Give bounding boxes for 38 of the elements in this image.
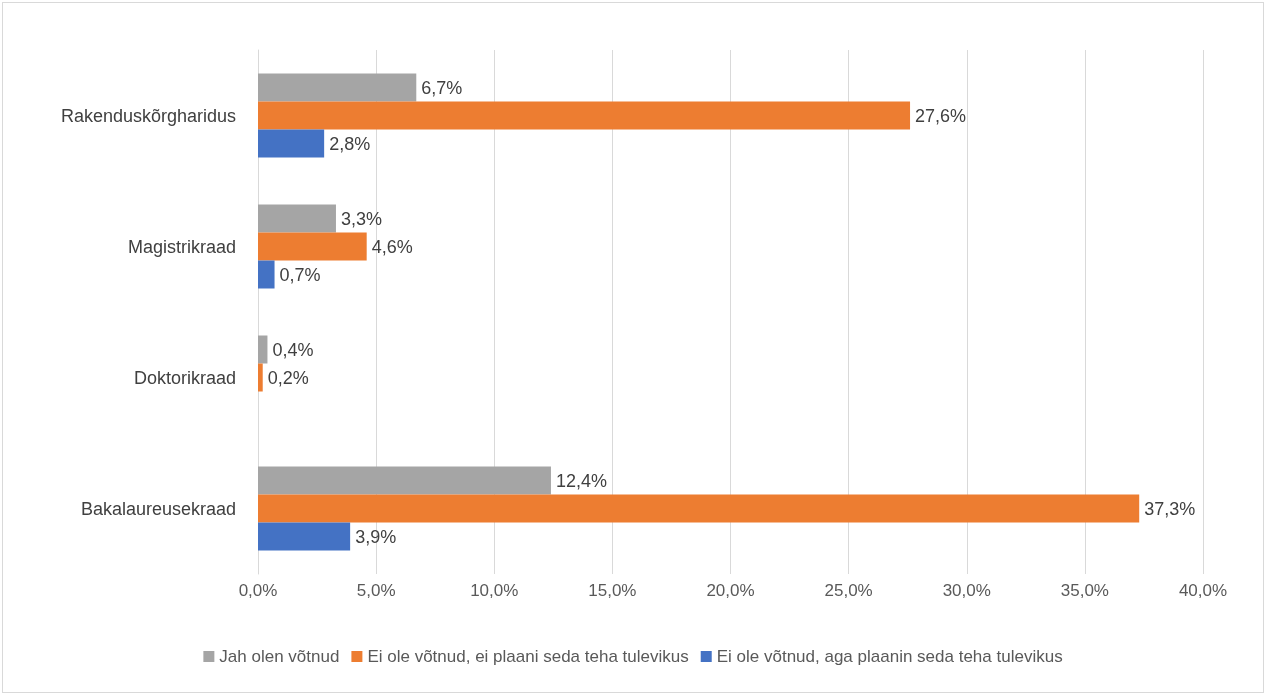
x-tick-label: 40,0% [1178, 581, 1228, 600]
data-label: 27,6% [915, 105, 967, 126]
bar [258, 363, 263, 392]
bar [258, 466, 551, 495]
x-tick-label: 5,0% [356, 581, 396, 600]
legend-label: Ei ole võtnud, ei plaani seda teha tulevikus [367, 647, 689, 666]
x-tick-label: 30,0% [942, 581, 991, 600]
x-tick-label: 10,0% [470, 581, 519, 600]
bar [258, 129, 325, 158]
bar [258, 494, 1140, 523]
data-label: 0,7% [279, 264, 321, 285]
x-tick-label: 0,0% [238, 581, 278, 600]
y-tick-label: Doktorikraad [133, 367, 236, 388]
legend-label: Jah olen võtnud [219, 647, 340, 666]
x-tick-label: 20,0% [706, 581, 755, 600]
bar [258, 204, 336, 233]
x-tick-label: 35,0% [1060, 581, 1109, 600]
data-label: 0,4% [272, 339, 314, 360]
bar [258, 260, 275, 289]
data-label: 4,6% [371, 236, 413, 257]
legend-label: Ei ole võtnud, aga plaanin seda teha tulevikus [716, 647, 1063, 666]
bar [258, 522, 351, 551]
x-tick-label: 15,0% [588, 581, 637, 600]
data-label: 6,7% [421, 77, 463, 98]
data-label: 3,9% [355, 526, 397, 547]
x-tick-label: 25,0% [824, 581, 873, 600]
bar [258, 101, 911, 130]
bar [258, 73, 417, 102]
y-tick-label: Rakenduskõrgharidus [60, 105, 236, 126]
bar [258, 335, 268, 364]
y-tick-label: Bakalaureusekraad [80, 498, 236, 519]
data-label: 37,3% [1144, 498, 1196, 519]
data-label: 12,4% [555, 470, 607, 491]
bar [258, 232, 367, 261]
data-label: 0,2% [267, 367, 309, 388]
y-tick-label: Magistrikraad [127, 236, 236, 257]
data-label: 3,3% [340, 208, 382, 229]
data-label: 2,8% [329, 133, 371, 154]
